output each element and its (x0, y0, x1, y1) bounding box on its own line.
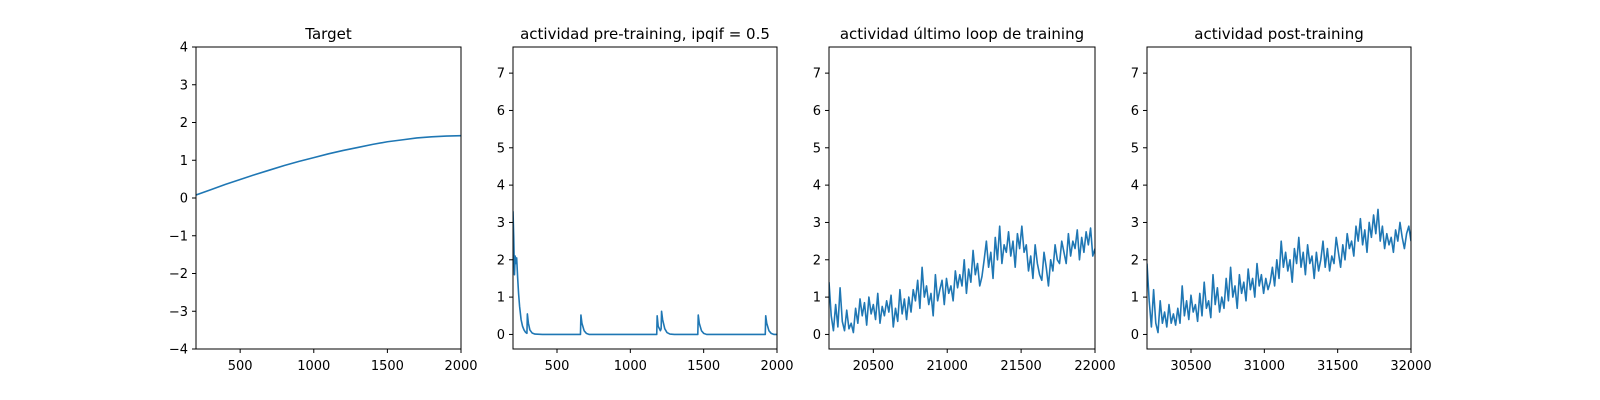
x-tick-label: 1500 (687, 359, 720, 374)
y-tick-label: 5 (1131, 141, 1139, 156)
series-line (829, 225, 1095, 334)
y-tick-label: 4 (180, 41, 188, 56)
y-tick-label: 5 (497, 141, 505, 156)
subplot-title: Target (304, 25, 352, 43)
y-tick-label: 0 (497, 328, 505, 343)
y-tick-label: 3 (1131, 216, 1139, 231)
x-tick-label: 1000 (297, 359, 330, 374)
y-tick-label: 7 (497, 67, 505, 82)
x-tick-label: 31500 (1317, 359, 1358, 374)
x-tick-label: 21500 (1000, 359, 1041, 374)
y-tick-label: 2 (497, 253, 505, 268)
y-tick-label: −4 (169, 343, 188, 358)
plot-frame (195, 46, 462, 350)
x-tick-label: 1000 (614, 359, 647, 374)
y-tick-label: 6 (813, 104, 821, 119)
x-tick-label: 31000 (1244, 359, 1285, 374)
x-tick-label: 2000 (760, 359, 793, 374)
subplot-4: 30500 31000 31500 32000 0 1 2 3 4 5 6 7 actividad po… (1131, 25, 1432, 374)
x-tick-label: 22000 (1074, 359, 1115, 374)
series-line (513, 211, 777, 336)
y-tick-label: 4 (813, 179, 821, 194)
y-tick-label: 1 (1131, 291, 1139, 306)
x-tick-label: 500 (545, 359, 570, 374)
plot-frame (828, 46, 1096, 350)
y-tick-label: 2 (813, 253, 821, 268)
subplot-2: 500 1000 1500 2000 0 1 2 3 4 5 6 7 actividad pre-tra… (497, 25, 794, 374)
y-tick-label: 3 (497, 216, 505, 231)
y-tick-label: 2 (180, 116, 188, 131)
y-tick-label: 7 (1131, 67, 1139, 82)
x-tick-label: 2000 (444, 359, 477, 374)
y-tick-label: 3 (180, 78, 188, 93)
y-tick-label: 0 (180, 192, 188, 207)
y-tick-label: 7 (813, 67, 821, 82)
y-tick-label: −2 (169, 267, 188, 282)
y-tick-label: 3 (813, 216, 821, 231)
y-tick-label: 4 (1131, 179, 1139, 194)
plot-frame (1146, 46, 1412, 350)
y-tick-label: 5 (813, 141, 821, 156)
x-tick-label: 21000 (927, 359, 968, 374)
y-tick-label: 0 (1131, 328, 1139, 343)
y-tick-label: 1 (180, 154, 188, 169)
series-line (1147, 208, 1411, 334)
y-tick-label: −1 (169, 229, 188, 244)
subplot-3: 20500 21000 21500 22000 0 1 2 3 4 5 6 7 actividad úl… (813, 25, 1116, 374)
x-tick-label: 500 (228, 359, 253, 374)
y-tick-label: 6 (497, 104, 505, 119)
plot-frame (512, 46, 778, 350)
series-line (196, 134, 461, 196)
y-tick-label: 1 (813, 291, 821, 306)
y-tick-label: −3 (169, 305, 188, 320)
subplot-title: actividad post-training (1194, 25, 1363, 43)
x-tick-label: 20500 (853, 359, 894, 374)
subplot-title: actividad último loop de training (840, 25, 1084, 43)
subplot-title: actividad pre-training, ipqif = 0.5 (520, 25, 770, 43)
x-tick-label: 30500 (1170, 359, 1211, 374)
y-tick-label: 6 (1131, 104, 1139, 119)
y-tick-label: 1 (497, 291, 505, 306)
x-tick-label: 32000 (1390, 359, 1431, 374)
x-tick-label: 1500 (371, 359, 404, 374)
y-tick-label: 0 (813, 328, 821, 343)
subplot-1: 500 1000 1500 2000 −4 −3 −2 −1 0 1 2 3 4 Target (169, 25, 478, 374)
y-tick-label: 2 (1131, 253, 1139, 268)
y-tick-label: 4 (497, 179, 505, 194)
